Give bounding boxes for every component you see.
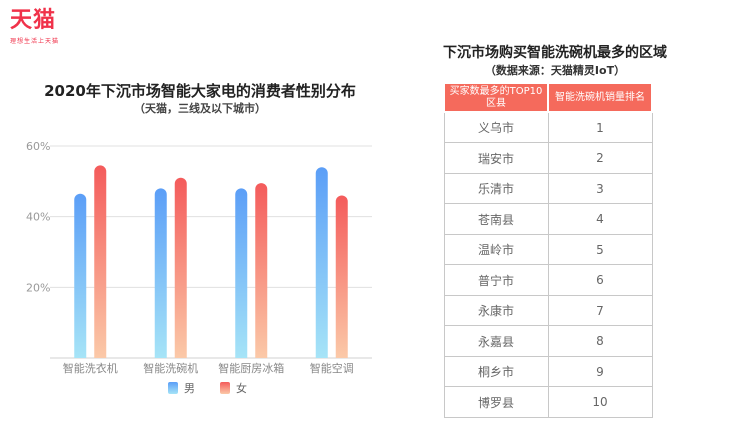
region-rank-table: 买家数最多的TOP10区县 智能洗碗机销量排名 义乌市 1 瑞安市 2 乐清市 3 苍… xyxy=(443,82,653,418)
tmall-logo: 天猫 理想生活上天猫 xyxy=(10,8,90,45)
bar-女-智能空调 xyxy=(335,195,348,358)
rank-cell: 4 xyxy=(547,203,653,235)
legend-label: 男 xyxy=(184,382,195,395)
y-tick-label: 60% xyxy=(26,140,50,153)
table-row: 普宁市 6 xyxy=(443,264,653,296)
table-header-row: 买家数最多的TOP10区县 智能洗碗机销量排名 xyxy=(443,82,653,113)
bar-男-智能厨房冰箱 xyxy=(235,188,248,358)
x-tick-label: 智能空调 xyxy=(310,361,354,375)
bar-女-智能洗衣机 xyxy=(94,165,107,358)
y-tick-label: 20% xyxy=(26,281,50,294)
table-row: 瑞安市 2 xyxy=(443,142,653,174)
x-tick-label: 智能洗衣机 xyxy=(63,361,118,375)
region-cell: 乐清市 xyxy=(443,173,549,204)
rank-cell: 7 xyxy=(547,295,653,326)
logo-text: 天猫 xyxy=(10,8,57,33)
rank-cell: 2 xyxy=(547,142,653,174)
region-cell: 永嘉县 xyxy=(443,325,549,357)
bar-男-智能空调 xyxy=(315,167,328,358)
rank-cell: 1 xyxy=(547,111,653,143)
bar-男-智能洗碗机 xyxy=(154,188,167,358)
table-row: 温岭市 5 xyxy=(443,234,653,265)
legend-swatch-男 xyxy=(168,382,178,394)
table-row: 博罗县 10 xyxy=(443,386,653,418)
rank-cell: 6 xyxy=(547,264,653,296)
rank-cell: 8 xyxy=(547,325,653,357)
table-row: 苍南县 4 xyxy=(443,203,653,235)
x-tick-label: 智能洗碗机 xyxy=(143,361,198,375)
region-cell: 温岭市 xyxy=(443,234,549,265)
header-region: 买家数最多的TOP10区县 xyxy=(443,82,549,113)
table-row: 永康市 7 xyxy=(443,295,653,326)
table-subtitle: （数据来源：天猫精灵IoT） xyxy=(484,64,626,77)
chart-subtitle: （天猫，三线及以下城市） xyxy=(134,102,266,115)
y-tick-label: 40% xyxy=(26,211,50,224)
region-cell: 永康市 xyxy=(443,295,549,326)
chart-title: 2020年下沉市场智能大家电的消费者性别分布 xyxy=(44,82,356,100)
region-cell: 苍南县 xyxy=(443,203,549,235)
table-row: 义乌市 1 xyxy=(443,111,653,143)
bar-女-智能洗碗机 xyxy=(174,177,187,358)
region-cell: 博罗县 xyxy=(443,386,549,418)
table-row: 桐乡市 9 xyxy=(443,356,653,387)
bar-女-智能厨房冰箱 xyxy=(255,183,268,358)
region-cell: 瑞安市 xyxy=(443,142,549,174)
table-row: 永嘉县 8 xyxy=(443,325,653,357)
bar-男-智能洗衣机 xyxy=(74,193,87,358)
legend-label: 女 xyxy=(236,381,247,395)
table-title: 下沉市场购买智能洗碗机最多的区域 xyxy=(443,45,667,61)
rank-cell: 5 xyxy=(547,234,653,265)
region-cell: 义乌市 xyxy=(443,111,549,143)
logo-slogan: 理想生活上天猫 xyxy=(10,38,60,45)
region-cell: 桐乡市 xyxy=(443,356,549,387)
x-tick-label: 智能厨房冰箱 xyxy=(218,361,284,375)
table-row: 乐清市 3 xyxy=(443,173,653,204)
rank-cell: 9 xyxy=(547,356,653,387)
rank-cell: 10 xyxy=(547,386,653,418)
region-cell: 普宁市 xyxy=(443,264,549,296)
header-rank: 智能洗碗机销量排名 xyxy=(547,82,653,113)
legend-swatch-女 xyxy=(220,382,230,394)
rank-cell: 3 xyxy=(547,173,653,204)
